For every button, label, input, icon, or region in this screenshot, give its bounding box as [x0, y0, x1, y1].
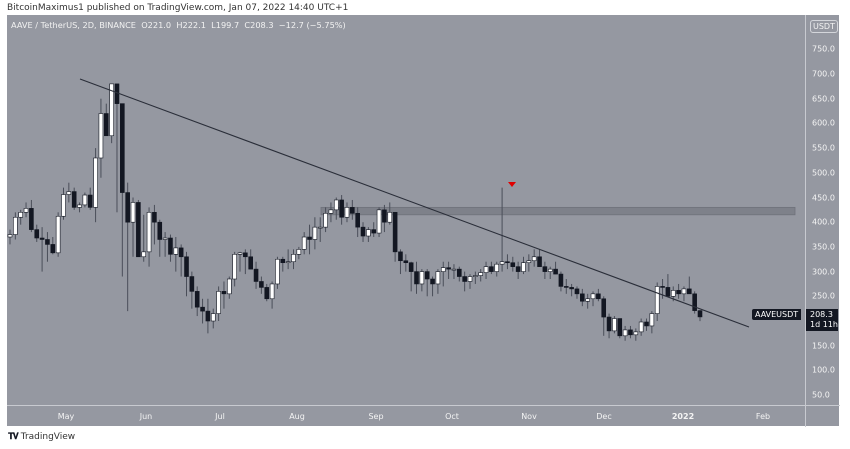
low-value: 199.7 [215, 20, 240, 30]
publisher-line: BitcoinMaximus1 published on TradingView… [7, 3, 349, 13]
chart-plot-area[interactable]: AAVE / TetherUS, 2D, BINANCE O221.0 H222… [7, 15, 805, 405]
price-tick-label: 100.0 [812, 365, 835, 375]
open-label: O [141, 20, 148, 30]
chart-frame: AAVE / TetherUS, 2D, BINANCE O221.0 H222… [7, 15, 840, 427]
time-tick-label: May [57, 412, 75, 421]
price-tick-label: 750.0 [812, 44, 835, 54]
symbol-title: AAVE / TetherUS, 2D, BINANCE [11, 20, 136, 30]
time-tick-label: 2022 [671, 412, 695, 421]
bar-countdown: 1d 11h [810, 320, 838, 329]
price-tick-label: 350.0 [812, 242, 835, 252]
time-tick-label: Sep [368, 412, 384, 421]
high-label: H [176, 20, 183, 30]
time-axis[interactable]: May Jun Jul Aug Sep Oct Nov Dec 2022 Feb [7, 405, 805, 427]
time-tick-label: Nov [521, 412, 537, 421]
price-tick-label: 700.0 [812, 69, 835, 79]
time-tick-label: Dec [596, 412, 612, 421]
price-tick-label: 400.0 [812, 217, 835, 227]
symbol-legend: AAVE / TetherUS, 2D, BINANCE O221.0 H222… [11, 20, 346, 30]
time-tick-label: Aug [289, 412, 305, 421]
price-axis[interactable]: USDT 750.0 700.0 650.0 600.0 550.0 500.0 450.0… [805, 15, 840, 405]
open-value: 221.0 [147, 20, 172, 30]
currency-badge[interactable]: USDT [810, 20, 838, 33]
price-tick-label: 650.0 [812, 94, 835, 104]
candlestick-chart [7, 78, 796, 341]
change-value: −12.7 (−5.75%) [278, 20, 346, 30]
tradingview-footer[interactable]: 𝐓𝐕 TradingView [8, 432, 75, 442]
last-price-tag: 208.3 1d 11h [806, 309, 838, 331]
high-value: 222.1 [182, 20, 206, 30]
price-tick-label: 250.0 [812, 291, 835, 301]
price-tick-label: 50.0 [812, 390, 830, 400]
tradingview-brand: TradingView [20, 432, 76, 442]
price-tick-label: 550.0 [812, 143, 835, 153]
symbol-price-tag: AAVEUSDT [752, 309, 802, 320]
last-price-value: 208.3 [810, 310, 833, 319]
time-tick-label: Feb [755, 412, 771, 421]
resistance-zone [320, 206, 796, 216]
time-tick-label: Jun [139, 412, 153, 421]
price-tick-label: 300.0 [812, 267, 835, 277]
price-tick-label: 450.0 [812, 193, 835, 202]
price-tick-label: 150.0 [812, 341, 835, 351]
close-value: 208.3 [250, 20, 274, 30]
arrow-down-marker-icon [508, 182, 516, 187]
axis-corner [805, 405, 840, 427]
low-label: L [211, 20, 216, 30]
tradingview-logo-icon: 𝐓𝐕 [8, 432, 19, 442]
time-tick-label: Oct [445, 412, 459, 421]
close-label: C [244, 20, 251, 30]
trendline [79, 78, 750, 328]
time-tick-label: Jul [215, 412, 225, 421]
price-tick-label: 500.0 [812, 168, 835, 178]
price-tick-label: 600.0 [812, 118, 835, 128]
